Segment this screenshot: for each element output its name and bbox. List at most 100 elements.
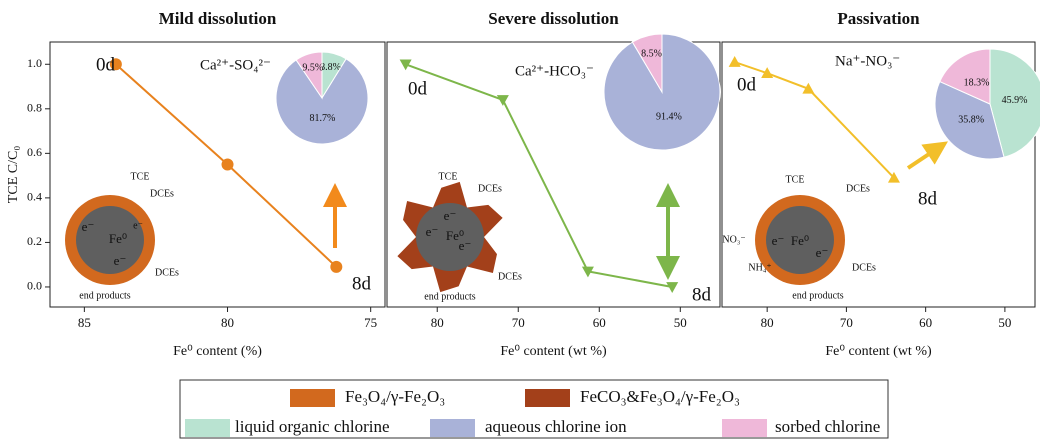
y-axis-label: TCE C/C₀	[6, 146, 21, 204]
annotation: 0d	[96, 54, 116, 75]
pie-label: 45.9%	[1002, 95, 1028, 106]
diagram-label: e⁻	[114, 253, 127, 268]
diagram-label: TCE	[131, 171, 150, 182]
chart-title: Mild dissolution	[159, 9, 277, 28]
pie-slice	[934, 80, 1005, 160]
legend-swatch	[722, 419, 767, 437]
data-line	[405, 63, 673, 288]
diagram-label: e⁻	[772, 233, 785, 248]
diagram-label: DCEs	[478, 183, 502, 194]
data-point	[109, 58, 122, 71]
pie-label: 8.5%	[641, 48, 662, 59]
diagram-label: DCEs	[155, 267, 179, 278]
diagram-label: e⁻	[133, 220, 143, 231]
data-point	[666, 282, 679, 293]
annotation: Na⁺-NO₃⁻	[835, 53, 900, 69]
diagram-label: TCE	[439, 171, 458, 182]
diagram-label: e⁻	[426, 224, 439, 239]
annotation: 8d	[692, 284, 712, 305]
diagram-label: end products	[79, 290, 130, 301]
x-axis-label: Fe⁰ content (wt %)	[500, 344, 607, 359]
diagram-label: DCEs	[498, 271, 522, 282]
data-point	[399, 59, 412, 71]
diagram-label: end products	[424, 291, 475, 302]
legend-label: liquid organic chlorine	[235, 417, 390, 436]
pie-label: 81.7%	[310, 113, 336, 124]
iron-core	[76, 206, 144, 274]
diagram-label: TCE	[786, 174, 805, 185]
iron-core	[416, 203, 484, 271]
y-tick-label: 0.6	[27, 145, 42, 159]
chart-title: Severe dissolution	[488, 9, 619, 28]
legend-swatch	[290, 389, 335, 407]
x-tick-label: 70	[840, 315, 853, 330]
x-tick-label: 50	[674, 315, 687, 330]
chart-title: Passivation	[837, 9, 920, 28]
diagram-label: e⁻	[816, 245, 829, 260]
pie-label: 8.8%	[320, 62, 341, 73]
legend-swatch	[525, 389, 570, 407]
legend-label: FeCO₃&Fe₃O₄/γ-Fe₂O₃	[580, 387, 740, 406]
annotation: 8d	[918, 188, 938, 209]
pie-label: 18.3%	[964, 78, 990, 89]
legend-label: Fe₃O₄/γ-Fe₂O₃	[345, 387, 445, 406]
pie-label: 91.4%	[656, 111, 682, 122]
data-point	[221, 158, 234, 171]
x-tick-label: 60	[919, 315, 932, 330]
y-tick-label: 1.0	[27, 56, 42, 70]
annotation: 8d	[352, 273, 372, 294]
pie-slice	[275, 58, 369, 145]
y-tick-label: 0.0	[27, 279, 42, 293]
pie-slice	[939, 48, 991, 105]
arrow	[906, 141, 948, 170]
annotation: Ca²⁺-HCO₃⁻	[515, 63, 594, 79]
x-tick-label: 85	[78, 315, 91, 330]
x-tick-label: 70	[512, 315, 525, 330]
x-tick-label: 50	[998, 315, 1011, 330]
x-tick-label: 60	[593, 315, 606, 330]
data-point	[802, 82, 815, 94]
data-point	[581, 266, 594, 278]
legend-label: aqueous chlorine ion	[485, 417, 627, 436]
annotation: 0d	[408, 78, 428, 99]
data-point	[728, 56, 741, 67]
pie-label: 9.5%	[302, 62, 323, 73]
x-axis-label: Fe⁰ content (%)	[173, 344, 262, 359]
legend-swatch	[430, 419, 475, 437]
y-tick-label: 0.2	[27, 234, 42, 248]
diagram-label: e⁻	[82, 219, 95, 234]
y-tick-label: 0.8	[27, 101, 42, 115]
diagram-label: DCEs	[150, 188, 174, 199]
diagram-label: NH₄⁺	[748, 262, 771, 273]
plot-frame	[49, 41, 386, 308]
diagram-label: end products	[792, 290, 843, 301]
pie-label: 35.8%	[958, 114, 984, 125]
pie-slice	[989, 48, 1040, 158]
data-point	[761, 67, 774, 78]
diagram-label: DCEs	[852, 262, 876, 273]
plot-frame	[386, 41, 721, 308]
legend-swatch	[185, 419, 230, 437]
pie-slice	[295, 51, 323, 100]
x-tick-label: 80	[431, 315, 444, 330]
diagram-label: Fe⁰	[791, 233, 809, 248]
pie-slice	[631, 33, 663, 94]
diagram-label: Fe⁰	[109, 231, 127, 246]
data-point	[887, 171, 900, 183]
diagram-label: DCEs	[846, 183, 870, 194]
data-line	[734, 61, 895, 179]
plot-frame	[721, 41, 1036, 308]
data-point	[496, 95, 509, 106]
annotation: Ca²⁺-SO₄²⁻	[200, 57, 271, 73]
y-tick-label: 0.4	[27, 190, 42, 204]
annotation: 0d	[737, 74, 757, 95]
legend-box	[179, 379, 889, 439]
x-axis-label: Fe⁰ content (wt %)	[825, 344, 932, 359]
diagram-label: NO₃⁻	[722, 234, 745, 245]
x-tick-label: 80	[221, 315, 234, 330]
diagram-label: e⁻	[444, 208, 457, 223]
x-tick-label: 80	[761, 315, 774, 330]
diagram-label: Fe⁰	[446, 228, 464, 243]
x-tick-label: 75	[364, 315, 377, 330]
iron-core	[766, 206, 834, 274]
